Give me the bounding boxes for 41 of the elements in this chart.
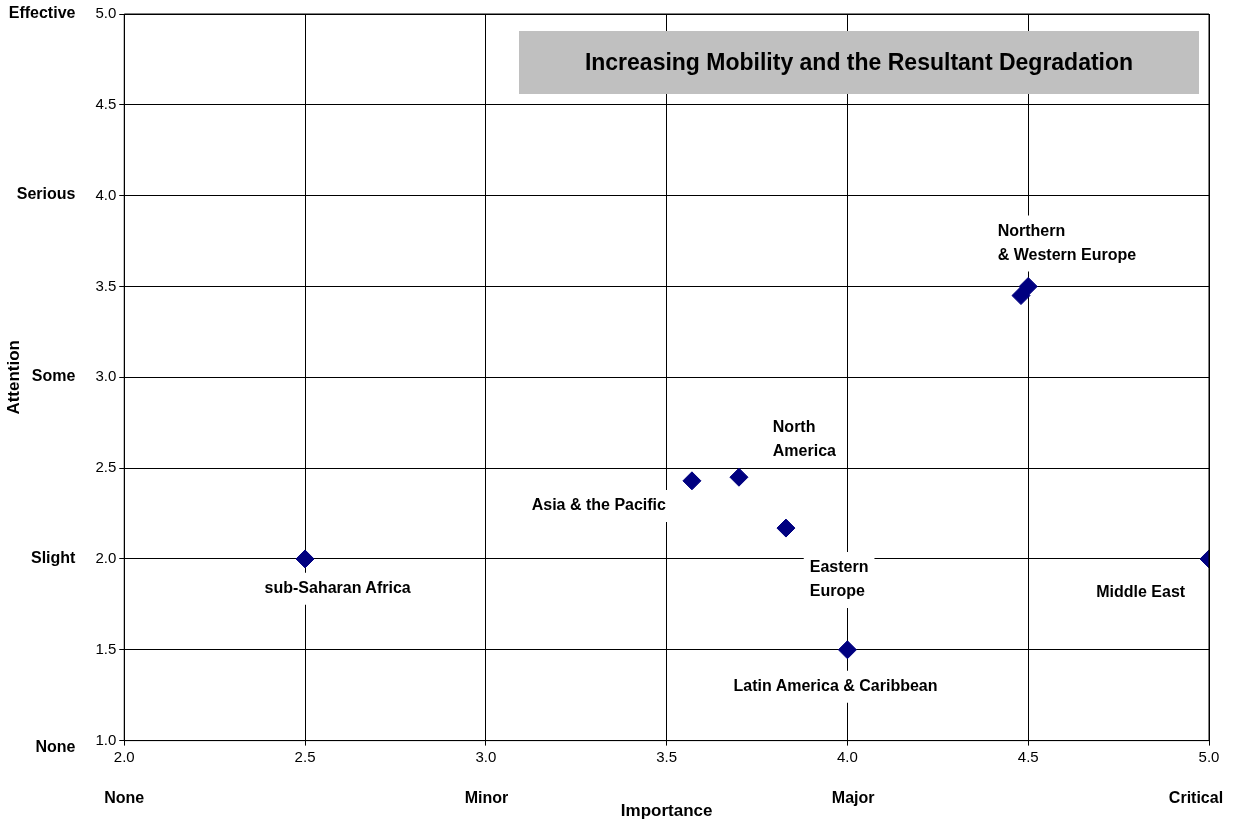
x-tick-label: 3.5 bbox=[656, 747, 678, 765]
y-tick-label: 3.5 bbox=[95, 276, 117, 294]
text: Serious bbox=[16, 184, 76, 202]
annotation: sub-Saharan Africa bbox=[264, 579, 411, 597]
y-tick-label: 4.5 bbox=[95, 94, 117, 112]
x-tick-label: 2.5 bbox=[294, 747, 316, 765]
x-tick-label: 5.0 bbox=[1198, 747, 1220, 765]
text: Major bbox=[831, 789, 875, 807]
annotation: Asia & the Pacific bbox=[531, 496, 667, 514]
y-tick-label: 4.0 bbox=[95, 185, 117, 203]
y-tick-label: 2.5 bbox=[95, 458, 117, 476]
annotation: North America bbox=[772, 418, 837, 460]
y-tick-label: 2.0 bbox=[95, 549, 117, 567]
annotation: Eastern Europe bbox=[809, 558, 869, 600]
point bbox=[682, 471, 702, 491]
x-axis-title: Importance bbox=[620, 801, 713, 821]
annotation: Latin America & Caribbean bbox=[733, 677, 938, 695]
point bbox=[776, 518, 796, 538]
annotation: Middle East bbox=[1096, 582, 1186, 600]
point bbox=[295, 549, 315, 569]
point bbox=[837, 640, 857, 660]
x-tick-label: 4.0 bbox=[836, 747, 858, 765]
y-tick-label: 1.5 bbox=[95, 639, 117, 657]
text: Effective bbox=[8, 4, 76, 22]
text: Minor bbox=[464, 789, 509, 807]
x-tick-label: 4.5 bbox=[1017, 747, 1039, 765]
x-tick-label: 2.0 bbox=[113, 747, 135, 765]
y-tick-label: 3.0 bbox=[95, 367, 117, 385]
x-tick-label: 3.0 bbox=[475, 747, 497, 765]
point bbox=[1018, 276, 1038, 296]
point bbox=[729, 467, 749, 487]
text: None bbox=[35, 738, 76, 756]
y-tick-label: 1.0 bbox=[95, 730, 117, 748]
text: Critical bbox=[1168, 789, 1224, 807]
y-tick-label: 5.0 bbox=[95, 4, 117, 22]
y-axis-title: Attention bbox=[3, 340, 23, 415]
annotation: Northern & Western Europe bbox=[997, 222, 1137, 264]
text: Slight bbox=[31, 548, 77, 566]
text: Increasing Mobility and the Resultant Degradation bbox=[584, 49, 1134, 76]
text: Some bbox=[31, 366, 76, 384]
text: None bbox=[104, 789, 145, 807]
